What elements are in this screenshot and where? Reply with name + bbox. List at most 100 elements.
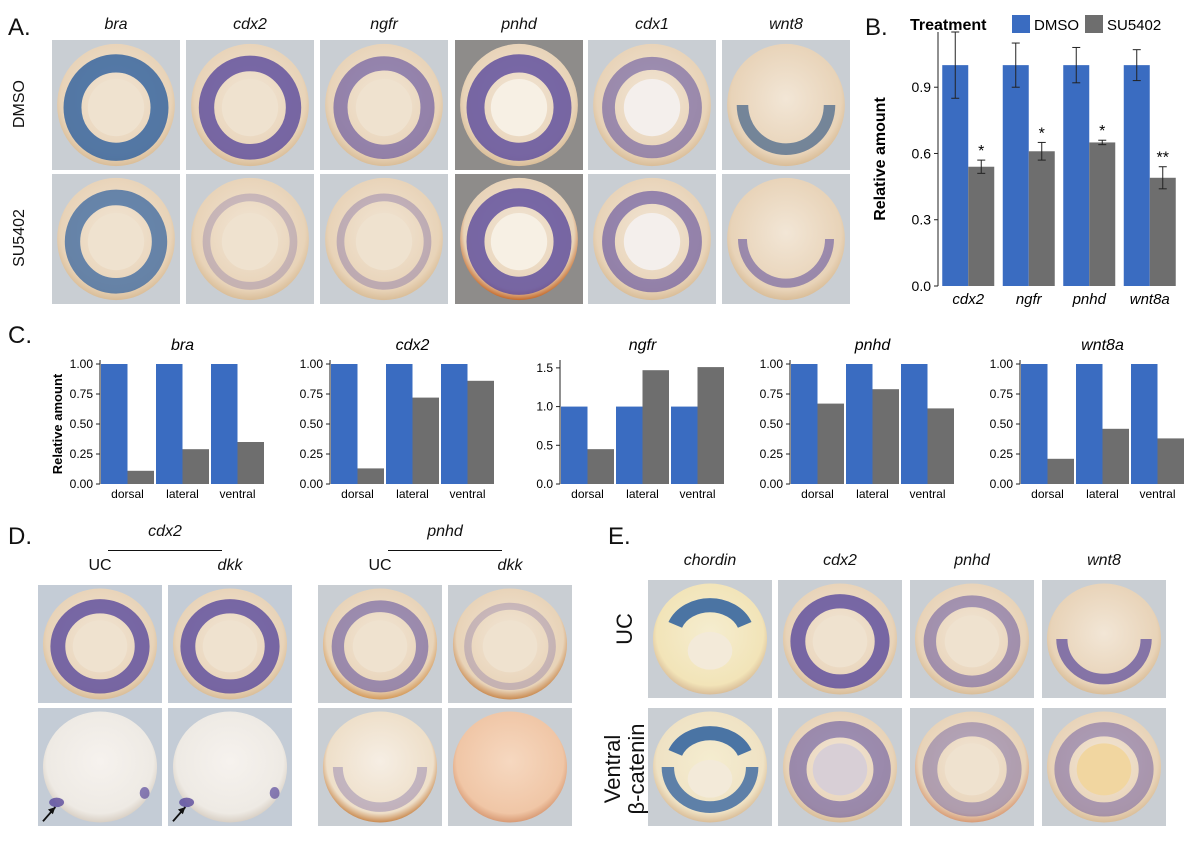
panel-a-embryo-su5402-wnt8 — [722, 174, 850, 304]
chart-c-bar-cdx2-ventral-0 — [441, 364, 468, 484]
chart-c-ytick-label: 0.00 — [760, 477, 784, 491]
panel-a-embryo-dmso-ngfr — [320, 40, 448, 170]
chart-c-title-ngfr: ngfr — [629, 337, 657, 354]
chart-c-xtick-label-dorsal: dorsal — [341, 487, 374, 501]
chart-c-bar-wnt8a-dorsal-1 — [1047, 458, 1074, 484]
panel-e-embryo-r1-pnhd — [910, 580, 1034, 698]
panel-e-embryo-r2-cdx2 — [778, 708, 902, 826]
chart-c-ytick-label: 1.00 — [990, 357, 1014, 371]
panel-e-embryo-r1-pnhd-image — [910, 580, 1034, 698]
panel-a-embryo-su5402-cdx1 — [588, 174, 716, 304]
chart-c-bar-bra-dorsal-1 — [127, 470, 154, 484]
chart-b-qpcr: Treatment DMSO SU5402 0.0 0.3 0.6 0.9 Relative … — [872, 15, 1176, 308]
chart-b-ytick-label: 0.3 — [912, 212, 932, 228]
chart-c-title-pnhd: pnhd — [854, 337, 892, 354]
chart-c-bar-pnhd-dorsal-0 — [791, 364, 818, 484]
panel-a-embryo-dmso-cdx2-image — [186, 40, 314, 170]
panel-letter-c: C. — [8, 322, 32, 349]
chart-b-xtick-label-pnhd: pnhd — [1072, 291, 1107, 308]
panel-a-embryo-dmso-wnt8-image — [722, 40, 850, 170]
chart-c-xtick-label-lateral: lateral — [166, 487, 199, 501]
chart-b-xtick-label-cdx2: cdx2 — [952, 291, 984, 308]
panel-d-embryo-6-image — [168, 708, 292, 826]
panel-e-embryo-r1-cdx2 — [778, 580, 902, 698]
chart-c-xtick-label-lateral: lateral — [396, 487, 429, 501]
panel-d-embryo-3 — [318, 585, 442, 703]
chart-c-ytick-label: 0.5 — [536, 438, 553, 452]
chart-b-significance-wnt8a: ** — [1157, 150, 1169, 167]
panel-a-embryo-su5402-cdx1-image — [588, 174, 716, 304]
panel-a-gene-pnhd: pnhd — [501, 16, 537, 33]
chart-c-bar-bra-lateral-1 — [182, 449, 209, 484]
chart-b-bar-su5402-cdx2 — [968, 166, 995, 286]
chart-b-ytick-label: 0.0 — [912, 278, 932, 294]
panel-a-embryo-su5402-bra-image — [52, 174, 180, 304]
chart-c-ytick-label: 0.50 — [300, 417, 324, 431]
chart-c-ytick-label: 0.75 — [70, 387, 94, 401]
chart-c-ytick-label: 1.00 — [760, 357, 784, 371]
panel-e-gene-cdx2: cdx2 — [823, 552, 857, 569]
chart-c-ytick-label: 0.25 — [300, 447, 324, 461]
panel-letter-a: A. — [8, 14, 31, 41]
chart-b-bar-dmso-ngfr — [1002, 65, 1029, 286]
chart-b-bar-su5402-wnt8a — [1149, 177, 1176, 286]
chart-c-xtick-label-dorsal: dorsal — [571, 487, 604, 501]
chart-c-ytick-label: 1.00 — [300, 357, 324, 371]
chart-c-bar-ngfr-dorsal-0 — [561, 406, 588, 484]
panel-e-gene-chordin: chordin — [683, 552, 737, 569]
chart-c-ytick-label: 0.50 — [760, 417, 784, 431]
chart-c-ytick-label: 0.50 — [70, 417, 94, 431]
panel-a-embryo-su5402-bra — [52, 174, 180, 304]
panel-a-embryo-su5402-pnhd-image — [455, 174, 583, 304]
panel-a-embryo-dmso-pnhd — [455, 40, 583, 170]
panel-a-gene-cdx1: cdx1 — [635, 16, 669, 33]
chart-c-bar-pnhd-lateral-1 — [872, 389, 899, 484]
chart-c-ngfr: ngfr 0.0 0.5 1.0 1.5 dorsal lateral ventral — [536, 337, 724, 501]
panel-e-embryo-r2-chordin — [648, 708, 772, 826]
panel-e-embryo-r2-cdx2-image — [778, 708, 902, 826]
chart-c-bar-cdx2-dorsal-1 — [357, 468, 384, 484]
chart-c-bar-wnt8a-dorsal-0 — [1021, 364, 1048, 484]
panel-letter-d: D. — [8, 523, 32, 550]
chart-c-ytick-label: 0.0 — [536, 477, 553, 491]
panel-a-gene-cdx2: cdx2 — [233, 16, 267, 33]
chart-c-bar-cdx2-lateral-1 — [412, 397, 439, 484]
panel-e-embryo-r2-pnhd — [910, 708, 1034, 826]
panel-d-embryo-8-image — [448, 708, 572, 826]
panel-a-embryo-dmso-bra-image — [52, 40, 180, 170]
panel-d-embryo-6 — [168, 708, 292, 826]
panel-a-embryo-dmso-cdx2 — [186, 40, 314, 170]
chart-c-bar-ngfr-ventral-1 — [697, 367, 724, 484]
chart-b-legend-swatch-su5402 — [1085, 15, 1103, 33]
panel-e-gene-pnhd: pnhd — [954, 552, 990, 569]
panel-a-embryo-su5402-cdx2-image — [186, 174, 314, 304]
chart-b-significance-pnhd: * — [1099, 123, 1105, 140]
chart-b-bar-dmso-wnt8a — [1123, 65, 1150, 286]
chart-c-ytick-label: 0.25 — [990, 447, 1014, 461]
chart-c-xtick-label-ventral: ventral — [679, 487, 715, 501]
panel-a-embryo-dmso-wnt8 — [722, 40, 850, 170]
chart-c-bra: bra 0.00 0.25 0.50 0.75 1.00 Relative amount do… — [50, 337, 264, 501]
panel-a-gene-wnt8: wnt8 — [769, 16, 803, 33]
chart-c-ytick-label: 1.00 — [70, 357, 94, 371]
panel-e-embryo-r1-wnt8-image — [1042, 580, 1166, 698]
chart-c-bar-ngfr-ventral-0 — [671, 406, 698, 484]
chart-c-bar-pnhd-lateral-0 — [846, 364, 873, 484]
chart-c-bar-bra-ventral-0 — [211, 364, 238, 484]
chart-c-xtick-label-dorsal: dorsal — [1031, 487, 1064, 501]
panel-d-bracket-line-pnhd — [388, 550, 502, 551]
chart-c-ytick-label: 1.0 — [536, 400, 553, 414]
panel-e-embryo-r2-wnt8-image — [1042, 708, 1166, 826]
chart-c-bar-wnt8a-lateral-0 — [1076, 364, 1103, 484]
panel-d-embryo-5-image — [38, 708, 162, 826]
chart-b-ytick-label: 0.9 — [912, 79, 932, 95]
chart-c-title-cdx2: cdx2 — [396, 337, 430, 354]
chart-c-bar-ngfr-lateral-1 — [642, 370, 669, 484]
chart-c-cdx2: cdx2 0.00 0.25 0.50 0.75 1.00 dorsal lateral ven… — [300, 337, 494, 501]
chart-b-significance-ngfr: * — [1039, 125, 1045, 142]
panel-d-embryo-2 — [168, 585, 292, 703]
chart-b-y-axis-label: Relative amount — [872, 97, 889, 221]
panel-a-embryo-su5402-cdx2 — [186, 174, 314, 304]
chart-c-wnt8a: wnt8a 0.00 0.25 0.50 0.75 1.00 dorsal lateral ve… — [990, 337, 1184, 501]
panel-a-row-label-su5402: SU5402 — [11, 209, 28, 267]
